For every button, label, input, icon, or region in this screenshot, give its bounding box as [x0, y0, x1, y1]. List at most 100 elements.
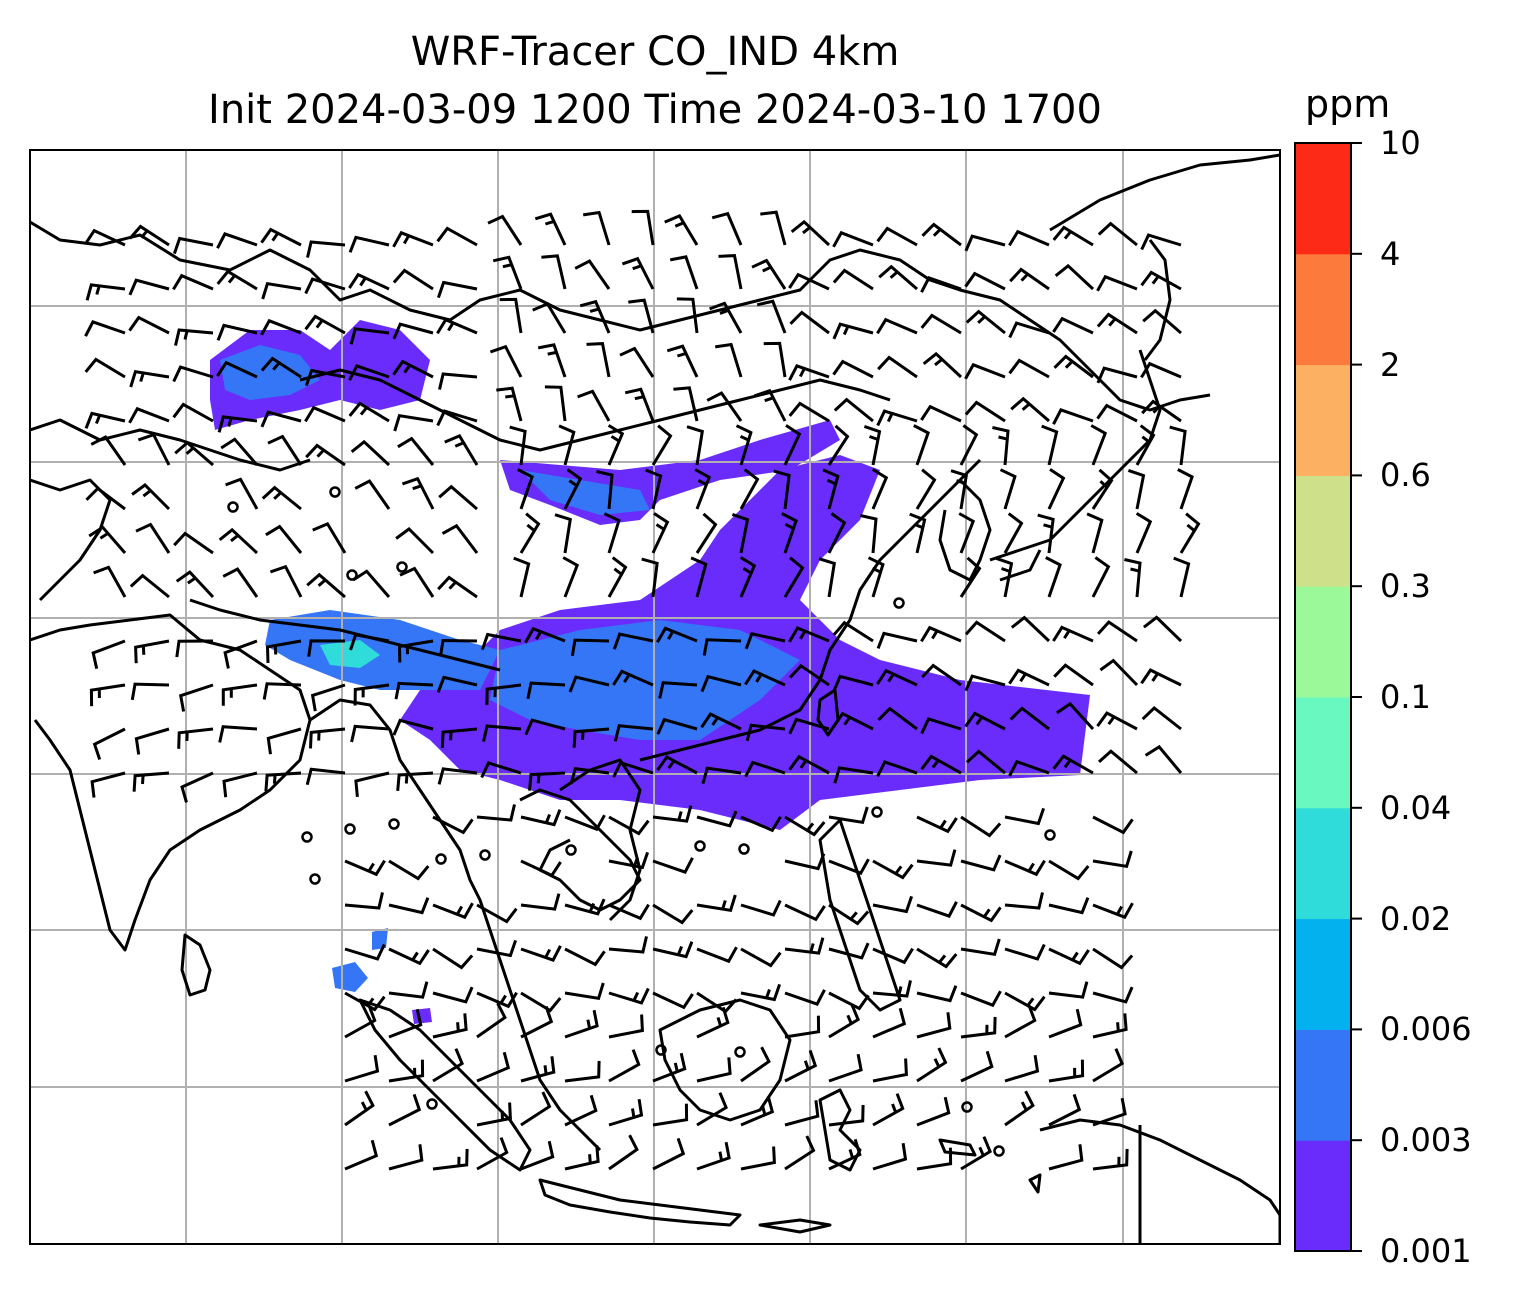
wind-barb [177, 727, 214, 749]
wind-barb [784, 1015, 821, 1039]
wind-barb [261, 282, 302, 300]
wind-barb [666, 344, 699, 378]
wind-barb [172, 365, 214, 383]
wind-barb [432, 902, 474, 920]
wind-barb [1097, 221, 1138, 247]
wind-barb [218, 527, 259, 555]
coastline-china [639, 458, 982, 762]
wind-barb [960, 854, 1002, 872]
wind-barb [1092, 986, 1134, 1004]
coastline-newguinea [1039, 1118, 1280, 1244]
wind-barb [90, 771, 126, 798]
map-frame [29, 149, 1281, 1245]
wind-barb [388, 1144, 424, 1171]
wind-barb [652, 857, 694, 874]
wind-barb [645, 468, 663, 510]
wind-barb [564, 898, 606, 916]
wind-barb [916, 1047, 948, 1083]
wind-barb [225, 477, 259, 510]
wind-barb [1056, 701, 1095, 731]
wind-barb [608, 815, 650, 836]
wind-barb [432, 815, 474, 835]
wind-barb [876, 668, 918, 687]
wind-barb [920, 754, 962, 775]
colorbar-tick-label: 0.006 [1380, 1010, 1472, 1049]
wind-barb [489, 344, 523, 378]
wind-barbs [84, 209, 1201, 1171]
wind-barb [265, 524, 303, 554]
wind-barb [496, 386, 523, 422]
wind-barb [216, 269, 258, 291]
wind-barb [867, 556, 885, 598]
wind-barb [833, 397, 874, 423]
wind-barb [1090, 424, 1108, 466]
wind-barb [964, 234, 1006, 252]
wind-barb [1092, 1048, 1124, 1083]
wind-barb [394, 681, 434, 700]
wind-barb [392, 322, 434, 340]
wind-barb [304, 368, 346, 387]
wind-barb [304, 314, 346, 335]
wind-barb [1140, 233, 1182, 251]
wind-barb [696, 946, 738, 964]
wind-barb [909, 512, 927, 554]
wind-barb [664, 214, 699, 246]
wind-barb [348, 401, 390, 423]
wind-barb [128, 315, 170, 335]
wind-barb [1004, 859, 1046, 877]
wind-barb [696, 1092, 728, 1127]
wind-barb [784, 903, 826, 922]
wind-barb [872, 1058, 908, 1083]
wind-barb [1037, 513, 1055, 554]
wind-barb [577, 389, 611, 422]
calm-wind-marker [1044, 829, 1056, 841]
wind-barb [871, 468, 889, 510]
wind-barb [436, 675, 478, 693]
wind-barb [613, 724, 654, 742]
wind-barb [916, 1147, 953, 1171]
wind-barb [131, 483, 171, 511]
wind-barb [760, 210, 787, 246]
wind-barb [652, 1103, 689, 1127]
wind-barb [783, 424, 802, 466]
coastline-indochina [488, 788, 642, 1152]
wind-barb [128, 278, 170, 296]
wind-barb [1009, 706, 1050, 731]
wind-barb [392, 718, 434, 736]
wind-barb [872, 895, 914, 914]
wind-barb [1010, 396, 1050, 423]
wind-barb [608, 1049, 641, 1083]
calm-wind-marker [435, 853, 447, 865]
wind-barb [1177, 468, 1194, 510]
wind-barb [222, 567, 259, 598]
wind-barb [344, 1090, 375, 1127]
wind-barb [612, 760, 654, 778]
wind-barb [965, 309, 1006, 335]
wind-barb [784, 1100, 820, 1127]
wind-barb [828, 1004, 860, 1039]
wind-barb [832, 359, 874, 379]
wind-barb [612, 632, 654, 650]
wind-barb [718, 254, 743, 290]
wind-barb [267, 434, 303, 466]
wind-barb [872, 947, 914, 965]
wind-barb [216, 323, 258, 341]
wind-barb [93, 565, 127, 598]
wind-barb [92, 727, 126, 760]
wind-barb [91, 639, 126, 670]
wind-barb [783, 556, 805, 598]
wind-barb [499, 297, 523, 334]
calm-wind-marker [871, 806, 883, 818]
wind-barb [397, 639, 434, 663]
wind-barb [740, 983, 782, 1002]
wind-barb [656, 755, 698, 775]
wind-barb [476, 939, 518, 958]
wind-barb [528, 771, 566, 791]
wind-barb [1140, 668, 1182, 687]
colorbar-segment [1295, 1029, 1351, 1141]
wind-barb [220, 437, 259, 466]
wind-barb [437, 575, 478, 599]
wind-barb [700, 712, 742, 731]
wind-barb [788, 626, 830, 643]
coastline-java [538, 1178, 742, 1227]
